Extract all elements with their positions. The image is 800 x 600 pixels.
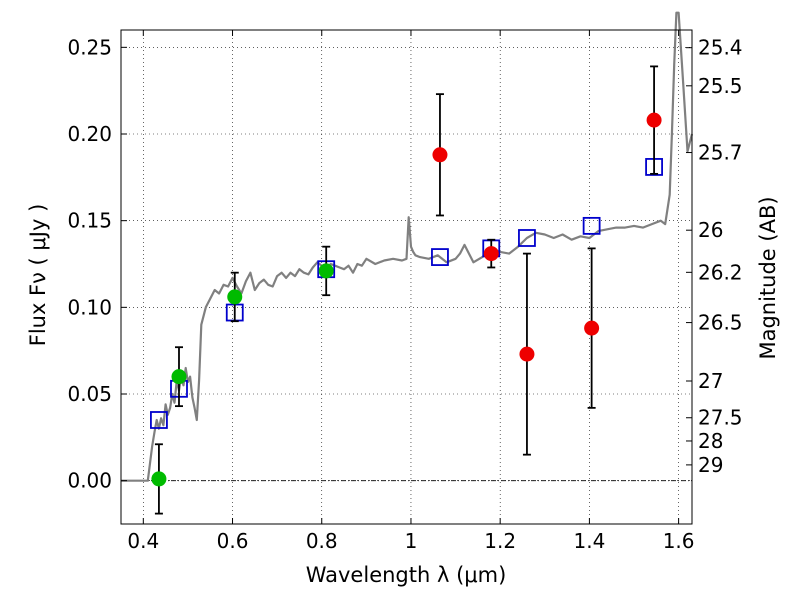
right-tick-label: 27 (698, 369, 723, 393)
right-tick-label: 26 (698, 218, 723, 242)
x-tick-label: 1 (405, 529, 418, 553)
right-tick-label: 28 (698, 429, 723, 453)
photometry-point (519, 346, 535, 362)
y-tick-label: 0.15 (67, 209, 112, 233)
x-tick-label: 0.4 (127, 529, 159, 553)
model-square-point (582, 216, 601, 235)
axis-ticks: 0.4 0.6 0.8 1 1.2 1.4 1.6 0.00 0.05 0.10 0.15 0.20 0… (67, 30, 743, 553)
x-tick-label: 0.8 (306, 529, 338, 553)
y-tick-label: 0.20 (67, 122, 112, 146)
right-tick-label: 26.2 (698, 260, 743, 284)
photometry-point (432, 147, 448, 163)
photometry-point (646, 112, 662, 128)
right-tick-label: 25.5 (698, 74, 743, 98)
photometry-point (227, 289, 243, 305)
y-axis-right-label: Magnitude (AB) (756, 196, 780, 359)
photometry-point (171, 369, 187, 385)
x-tick-label: 1.6 (663, 529, 695, 553)
y-tick-label: 0.25 (67, 35, 112, 59)
photometry-point (151, 471, 167, 487)
x-tick-label: 1.4 (573, 529, 605, 553)
right-tick-label: 26.5 (698, 311, 743, 335)
grid-lines (121, 30, 692, 524)
right-tick-label: 27.5 (698, 406, 743, 430)
model-square-point (150, 411, 168, 429)
plot-frame (120, 29, 693, 525)
x-axis-label: Wavelength λ (μm) (306, 563, 507, 587)
photometry-point (584, 320, 600, 336)
x-tick-label: 1.2 (484, 529, 516, 553)
y-tick-label: 0.05 (67, 382, 112, 406)
right-tick-label: 29 (698, 453, 723, 477)
model-square-point (431, 248, 449, 266)
plot-area (121, 11, 694, 515)
y-axis-label: Flux Fν ( μJy ) (26, 204, 50, 347)
right-tick-label: 25.4 (698, 36, 743, 60)
x-tick-label: 0.6 (217, 529, 249, 553)
spectrum-line (121, 11, 694, 482)
right-tick-label: 25.7 (698, 141, 743, 165)
photometry-point (318, 263, 334, 279)
photometry-point (483, 246, 499, 262)
y-tick-label: 0.10 (67, 295, 112, 319)
y-tick-label: 0.00 (67, 469, 112, 493)
model-square-point (518, 229, 536, 247)
